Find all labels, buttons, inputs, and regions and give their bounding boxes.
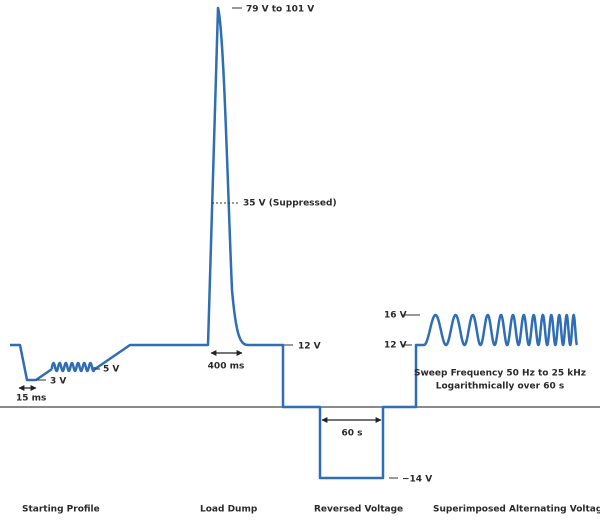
section-label: Superimposed Alternating Voltage xyxy=(433,505,600,515)
label: 16 V xyxy=(384,311,407,321)
label: Logarithmically over 60 s xyxy=(436,382,564,392)
label: 60 s xyxy=(341,429,362,439)
section-label: Starting Profile xyxy=(22,505,100,515)
sweep-wave xyxy=(423,313,579,347)
label: Sweep Frequency 50 Hz to 25 kHz xyxy=(414,369,586,379)
label: 3 V xyxy=(50,377,66,387)
label: 12 V xyxy=(298,342,321,352)
label: 35 V (Suppressed) xyxy=(243,199,337,209)
label: 15 ms xyxy=(16,394,46,404)
ripple xyxy=(50,361,97,373)
section-label: Load Dump xyxy=(200,505,258,515)
label: −14 V xyxy=(402,475,432,485)
label: 79 V to 101 V xyxy=(246,5,314,15)
section-label: Reversed Voltage xyxy=(314,505,403,515)
waveform xyxy=(10,6,424,480)
label: 400 ms xyxy=(208,362,245,372)
label: 5 V xyxy=(103,365,119,375)
label: 12 V xyxy=(384,341,407,351)
